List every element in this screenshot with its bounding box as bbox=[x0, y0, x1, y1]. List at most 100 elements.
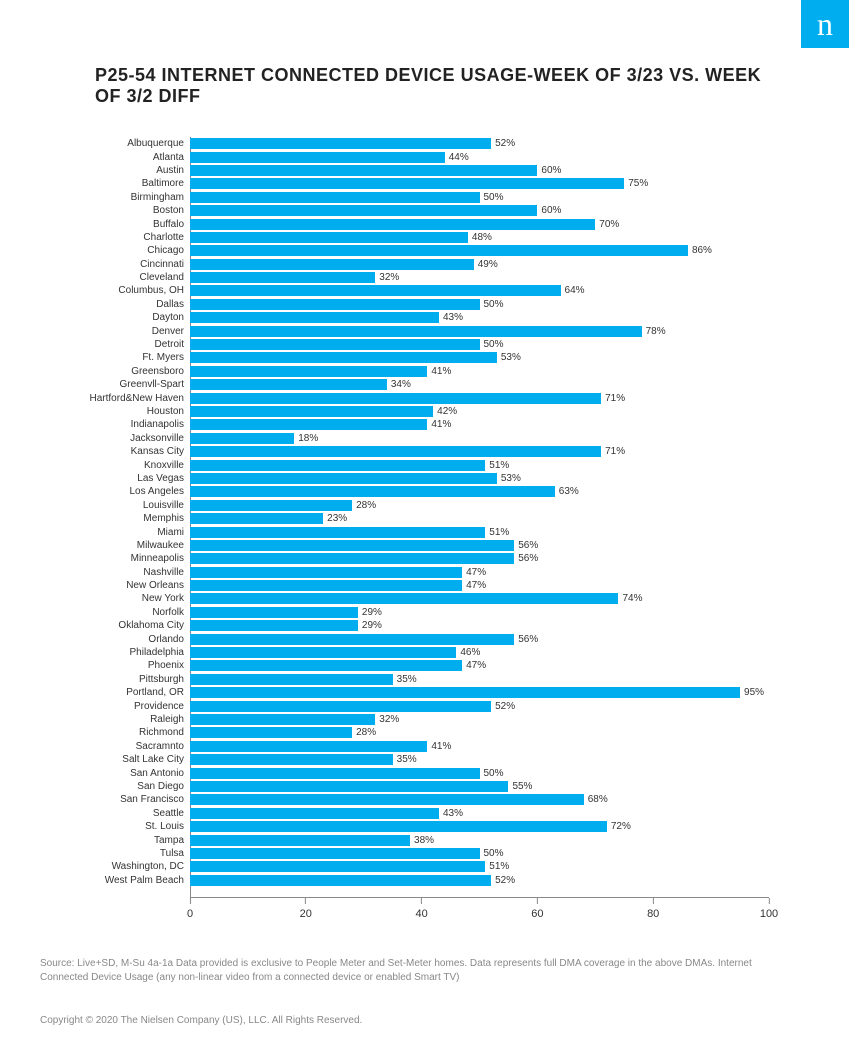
bar-row: Boston60% bbox=[190, 204, 769, 217]
bar-label: Dallas bbox=[70, 299, 190, 310]
chart-title: P25-54 INTERNET CONNECTED DEVICE USAGE-W… bbox=[0, 0, 849, 137]
bar-value: 35% bbox=[393, 674, 417, 685]
bar-label: Pittsburgh bbox=[70, 674, 190, 685]
bar bbox=[190, 285, 561, 296]
bar-row: Charlotte48% bbox=[190, 231, 769, 244]
bar-label: Boston bbox=[70, 205, 190, 216]
bar-row: Minneapolis56% bbox=[190, 552, 769, 565]
bar-value: 18% bbox=[294, 433, 318, 444]
bar-row: New Orleans47% bbox=[190, 579, 769, 592]
bar-row: Oklahoma City29% bbox=[190, 619, 769, 632]
bar-value: 41% bbox=[427, 741, 451, 752]
bar bbox=[190, 727, 352, 738]
source-text: Source: Live+SD, M-Su 4a-1a Data provide… bbox=[0, 927, 849, 985]
bar bbox=[190, 808, 439, 819]
bar-row: Richmond28% bbox=[190, 726, 769, 739]
bar-value: 56% bbox=[514, 540, 538, 551]
bar-value: 49% bbox=[474, 259, 498, 270]
bar bbox=[190, 861, 485, 872]
bar bbox=[190, 620, 358, 631]
bar-row: Philadelphia46% bbox=[190, 646, 769, 659]
bar-value: 43% bbox=[439, 312, 463, 323]
bar bbox=[190, 634, 514, 645]
bar bbox=[190, 460, 485, 471]
x-axis: 020406080100 bbox=[190, 897, 769, 927]
bar-row: Miami51% bbox=[190, 525, 769, 538]
bar-label: Greenvll-Spart bbox=[70, 379, 190, 390]
bar-label: Nashville bbox=[70, 567, 190, 578]
bar bbox=[190, 500, 352, 511]
bar-row: Baltimore75% bbox=[190, 177, 769, 190]
bar-row: Tulsa50% bbox=[190, 847, 769, 860]
bar bbox=[190, 138, 491, 149]
bar-value: 50% bbox=[480, 339, 504, 350]
bar-row: Norfolk29% bbox=[190, 606, 769, 619]
bar-value: 38% bbox=[410, 835, 434, 846]
bar-value: 52% bbox=[491, 138, 515, 149]
bar bbox=[190, 379, 387, 390]
bar bbox=[190, 299, 480, 310]
bar-label: Washington, DC bbox=[70, 861, 190, 872]
x-tick: 80 bbox=[647, 898, 659, 920]
bar bbox=[190, 647, 456, 658]
bar-row: San Diego55% bbox=[190, 780, 769, 793]
x-tick: 100 bbox=[760, 898, 778, 920]
bar-label: Hartford&New Haven bbox=[70, 393, 190, 404]
bar-label: Austin bbox=[70, 165, 190, 176]
bar bbox=[190, 660, 462, 671]
bar-value: 63% bbox=[555, 486, 579, 497]
bar bbox=[190, 754, 393, 765]
bar-label: Columbus, OH bbox=[70, 285, 190, 296]
bar-label: Salt Lake City bbox=[70, 754, 190, 765]
bar-value: 50% bbox=[480, 768, 504, 779]
bar bbox=[190, 567, 462, 578]
bar bbox=[190, 326, 642, 337]
bar-value: 46% bbox=[456, 647, 480, 658]
bar-label: Milwaukee bbox=[70, 540, 190, 551]
bar bbox=[190, 272, 375, 283]
bar-value: 48% bbox=[468, 232, 492, 243]
bar-value: 52% bbox=[491, 701, 515, 712]
bar-label: Tampa bbox=[70, 835, 190, 846]
bar-label: Phoenix bbox=[70, 660, 190, 671]
bar-label: Baltimore bbox=[70, 178, 190, 189]
bar-label: Portland, OR bbox=[70, 687, 190, 698]
bar-value: 32% bbox=[375, 714, 399, 725]
bar-row: Providence52% bbox=[190, 699, 769, 712]
bar-label: Los Angeles bbox=[70, 486, 190, 497]
bar-row: Cleveland32% bbox=[190, 271, 769, 284]
bar bbox=[190, 245, 688, 256]
bar bbox=[190, 312, 439, 323]
bar-value: 86% bbox=[688, 245, 712, 256]
x-tick-label: 100 bbox=[760, 904, 778, 920]
bar-row: Austin60% bbox=[190, 164, 769, 177]
bar-value: 55% bbox=[508, 781, 532, 792]
bar-value: 71% bbox=[601, 393, 625, 404]
bar-value: 51% bbox=[485, 861, 509, 872]
bar-row: Memphis23% bbox=[190, 512, 769, 525]
bar-label: Cleveland bbox=[70, 272, 190, 283]
bar-label: Birmingham bbox=[70, 192, 190, 203]
bar-value: 53% bbox=[497, 352, 521, 363]
bar-label: Cincinnati bbox=[70, 259, 190, 270]
bar bbox=[190, 486, 555, 497]
bar-label: Raleigh bbox=[70, 714, 190, 725]
bar-value: 47% bbox=[462, 580, 486, 591]
bar-label: Denver bbox=[70, 326, 190, 337]
bar-label: Dayton bbox=[70, 312, 190, 323]
bar-label: St. Louis bbox=[70, 821, 190, 832]
bar-value: 47% bbox=[462, 567, 486, 578]
bar bbox=[190, 835, 410, 846]
bar bbox=[190, 821, 607, 832]
bar bbox=[190, 741, 427, 752]
bar bbox=[190, 794, 584, 805]
bar-row: Louisville28% bbox=[190, 499, 769, 512]
bar-value: 34% bbox=[387, 379, 411, 390]
bar-row: Sacramnto41% bbox=[190, 740, 769, 753]
bar-row: Columbus, OH64% bbox=[190, 284, 769, 297]
bar-label: West Palm Beach bbox=[70, 875, 190, 886]
x-tick: 40 bbox=[415, 898, 427, 920]
copyright-text: Copyright © 2020 The Nielsen Company (US… bbox=[0, 985, 849, 1036]
bar-row: Albuquerque52% bbox=[190, 137, 769, 150]
bar-value: 72% bbox=[607, 821, 631, 832]
